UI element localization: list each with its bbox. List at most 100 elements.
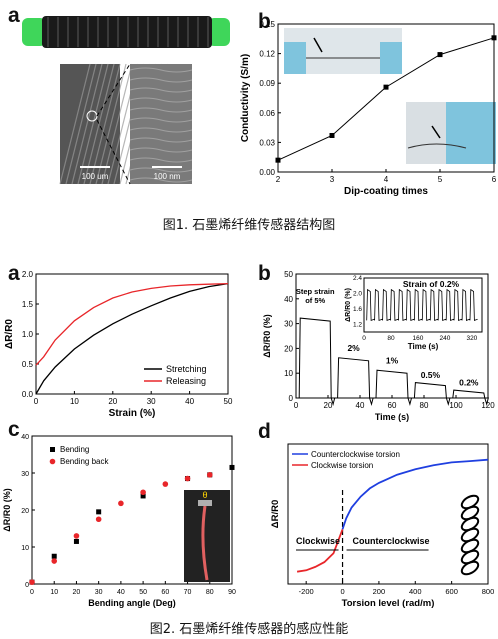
x-tick-label: 0 bbox=[340, 587, 344, 596]
sem-fiber-stripe bbox=[83, 63, 115, 185]
x-tick-label: 60 bbox=[388, 401, 397, 410]
bending-point bbox=[73, 538, 79, 544]
sem-wrinkle bbox=[129, 77, 193, 83]
fig2-panel-c-letter: c bbox=[8, 418, 20, 441]
sem-wrinkle bbox=[129, 117, 193, 123]
annotation-line: Step strain bbox=[296, 287, 335, 296]
bending-back-point bbox=[95, 516, 102, 523]
glove-right bbox=[380, 42, 402, 74]
sem-image-right bbox=[130, 64, 192, 184]
inset-title: Strain of 0.2% bbox=[403, 279, 460, 289]
sem-fiber-stripe bbox=[77, 63, 109, 185]
inset-y-tick-label: 1.6 bbox=[353, 306, 362, 313]
bending-point bbox=[140, 493, 146, 499]
annotation-line: of 5% bbox=[305, 296, 325, 305]
x-axis-label: Torsion level (rad/m) bbox=[342, 598, 435, 609]
graphene-coating bbox=[42, 16, 212, 48]
y-axis-label: ΔR/R0 bbox=[4, 319, 15, 349]
y-tick-label: 0.15 bbox=[259, 20, 275, 29]
x-tick-label: 120 bbox=[481, 401, 495, 410]
legend-label-stretching: Stretching bbox=[166, 364, 207, 374]
chart-fig2b: 0 20 40 60 80 100 120 0 10 20 30 40 50 Time (s) ΔR/R0 … bbox=[262, 270, 495, 422]
fiber-end-left bbox=[22, 18, 46, 46]
y-tick-label: 20 bbox=[284, 344, 293, 353]
step-annotation-5pct: Step strain of 5% bbox=[296, 287, 335, 305]
x-tick-label: 80 bbox=[206, 589, 214, 596]
sem-wrinkle bbox=[129, 97, 193, 103]
figure2-caption: 图2. 石墨烯纤维传感器的感应性能 bbox=[149, 622, 349, 637]
x-tick-label: 50 bbox=[224, 397, 233, 406]
x-tick-label: 0 bbox=[30, 589, 34, 596]
inset-y-tick-label: 2.0 bbox=[353, 290, 362, 297]
x-tick-label: 20 bbox=[73, 589, 81, 596]
x-tick-label: -200 bbox=[299, 587, 314, 596]
scale-label-left: 100 um bbox=[82, 172, 109, 181]
chart-fig2c: 0 10 20 30 40 50 60 70 80 90 0 10 20 30 40 Bending angl… bbox=[2, 434, 236, 608]
x-axis-label: Bending angle (Deg) bbox=[88, 598, 176, 608]
x-tick-label: 3 bbox=[330, 175, 335, 184]
bending-point bbox=[96, 509, 102, 515]
sem-fiber-stripe bbox=[95, 63, 127, 185]
legend-label-cw: Clockwise torsion bbox=[311, 461, 373, 470]
x-tick-label: 30 bbox=[95, 589, 103, 596]
y-tick-label: 10 bbox=[21, 545, 29, 552]
bending-back-point bbox=[206, 472, 213, 478]
x-tick-label: 800 bbox=[482, 587, 495, 596]
y-tick-label: 0 bbox=[289, 394, 294, 403]
zoom-line-bottom bbox=[96, 119, 131, 185]
conductivity-point bbox=[383, 84, 389, 90]
counterclockwise-line bbox=[341, 458, 489, 530]
y-tick-label: 2.0 bbox=[22, 270, 34, 279]
sem-wrinkle bbox=[129, 147, 193, 153]
legend-label-bending-back: Bending back bbox=[60, 457, 109, 466]
coating-ridges bbox=[47, 17, 209, 47]
y-axis-label: ΔR/R0 (%) bbox=[2, 488, 12, 531]
y-tick-label: 10 bbox=[284, 369, 293, 378]
sem-wrinkle bbox=[129, 107, 193, 113]
legend-label-releasing: Releasing bbox=[166, 376, 206, 386]
x-tick-label: 20 bbox=[324, 401, 333, 410]
twisted-fiber-illustration bbox=[460, 494, 480, 576]
bending-back-point bbox=[29, 579, 35, 585]
conductivity-point bbox=[329, 132, 335, 138]
y-axis-label: ΔR/R0 bbox=[270, 500, 281, 528]
x-tick-label: 60 bbox=[161, 589, 169, 596]
sem-wrinkle bbox=[129, 177, 193, 183]
x-tick-label: 10 bbox=[50, 589, 58, 596]
x-tick-label: 70 bbox=[184, 589, 192, 596]
clockwise-line bbox=[296, 529, 344, 573]
y-tick-label: 0.0 bbox=[22, 390, 34, 399]
releasing-line bbox=[35, 282, 229, 366]
x-tick-label: 40 bbox=[356, 401, 365, 410]
x-axis-label: Dip-coating times bbox=[344, 186, 428, 197]
inset-y-tick-label: 2.4 bbox=[353, 275, 362, 282]
y-tick-label: 0.12 bbox=[259, 50, 275, 59]
conductivity-point bbox=[275, 157, 281, 163]
y-tick-label: 0.09 bbox=[259, 79, 275, 88]
inset-x-tick-label: 240 bbox=[439, 335, 450, 342]
step-annotation-02pct: 0.2% bbox=[459, 378, 479, 388]
sem-wrinkle bbox=[129, 67, 193, 73]
y-tick-label: 0 bbox=[25, 582, 29, 589]
x-tick-label: 2 bbox=[276, 175, 281, 184]
fig2-panel-d-letter: d bbox=[258, 420, 271, 443]
inset-cycle-line bbox=[366, 288, 478, 321]
legend-swatch-bending bbox=[50, 447, 55, 452]
fig1-panel-a-letter: a bbox=[8, 4, 20, 27]
sem-fiber-stripe bbox=[89, 63, 121, 185]
x-tick-label: 400 bbox=[409, 587, 422, 596]
inset-x-tick-label: 320 bbox=[466, 335, 477, 342]
glove-bottom bbox=[446, 102, 496, 164]
x-tick-label: 0 bbox=[294, 401, 299, 410]
x-tick-label: 90 bbox=[228, 589, 236, 596]
sem-wrinkle bbox=[129, 87, 193, 93]
inset-y-tick-label: 1.2 bbox=[353, 321, 362, 328]
inset-x-label: Time (s) bbox=[408, 342, 439, 351]
x-tick-label: 30 bbox=[147, 397, 156, 406]
annotation-counterclockwise: Counterclockwise bbox=[353, 536, 430, 546]
x-axis-label: Time (s) bbox=[375, 412, 409, 422]
y-axis-label: ΔR/R0 (%) bbox=[262, 314, 272, 357]
sem-image-left bbox=[60, 64, 120, 184]
y-tick-label: 30 bbox=[21, 471, 29, 478]
bending-point bbox=[51, 553, 57, 559]
